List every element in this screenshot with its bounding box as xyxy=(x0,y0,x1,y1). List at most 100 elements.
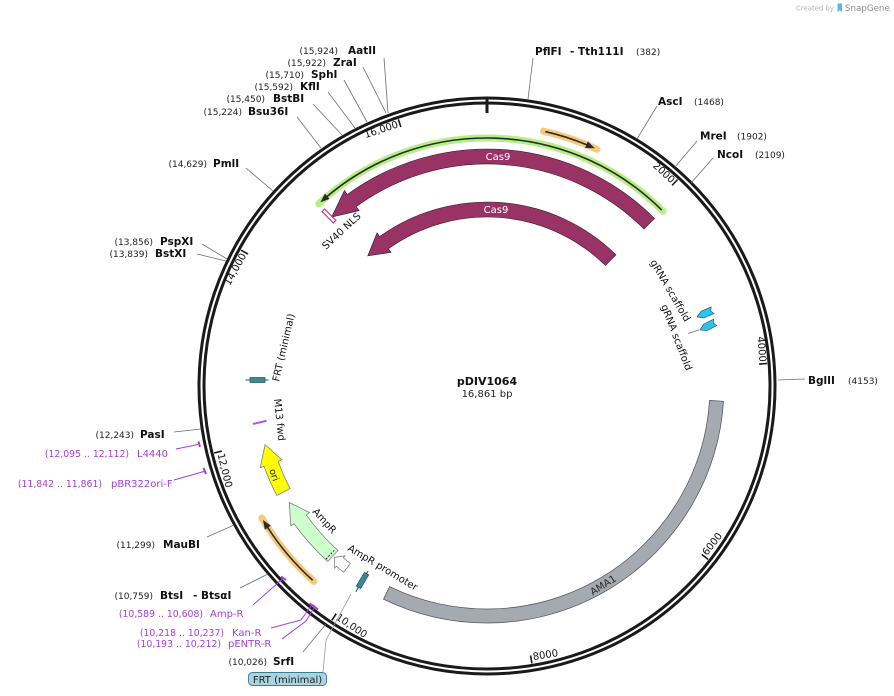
primer-mark[interactable] xyxy=(252,419,267,425)
enzyme-name[interactable]: NcoI xyxy=(717,149,743,161)
leader-line xyxy=(270,605,312,629)
snapgene-logo-icon xyxy=(837,3,842,12)
enzyme-name[interactable]: KflI xyxy=(300,81,320,93)
primer-pbr322ori-f[interactable]: (11,842 .. 11,861) pBR322ori-F xyxy=(18,467,207,490)
feature-arrow[interactable] xyxy=(259,443,291,496)
primer-name[interactable]: Kan-R xyxy=(232,628,261,639)
enzyme-btsi-btsai[interactable]: (10,759) BtsI - BtsαI xyxy=(114,573,269,602)
watermark-brand: SnapGene xyxy=(845,4,890,14)
enzyme-name[interactable]: BtsI xyxy=(160,590,183,602)
enzyme-pmli[interactable]: (14,629) PmlI xyxy=(168,158,274,192)
feature-frt-minimal-2[interactable]: FRT (minimal) xyxy=(248,570,371,686)
enzyme-position: (2109) xyxy=(755,151,785,161)
feature-arrow[interactable] xyxy=(288,501,339,563)
enzyme-asci[interactable]: AscI (1468) xyxy=(636,96,724,140)
leader-line xyxy=(252,578,284,606)
enzyme-name[interactable]: PasI xyxy=(140,429,165,441)
enzyme-mrei[interactable]: MreI (1902) xyxy=(674,131,767,168)
tick-label-4000: 4000 xyxy=(754,336,767,362)
leader-line xyxy=(206,524,235,538)
primer-name[interactable]: L4440 xyxy=(137,449,168,460)
tick-4000 xyxy=(759,362,768,365)
enzyme-name[interactable]: PspXI xyxy=(160,236,193,248)
feature-label: ori xyxy=(266,467,281,482)
primer-l4440[interactable]: (12,095 .. 12,112) L4440 xyxy=(45,441,201,461)
leader-line xyxy=(173,471,205,481)
primer-mark[interactable] xyxy=(280,575,287,581)
primer-mark[interactable] xyxy=(312,604,319,611)
primer-mark[interactable] xyxy=(197,441,201,448)
enzyme-ncoi[interactable]: NcoI (2109) xyxy=(690,149,785,184)
enzyme-name[interactable]: PmlI xyxy=(213,158,239,170)
enzyme-name[interactable]: MreI xyxy=(700,131,727,143)
enzyme-bsu36i[interactable]: (15,224) Bsu36I xyxy=(203,106,322,149)
enzyme-name[interactable]: ZraI xyxy=(333,57,357,69)
enzyme-name[interactable]: AscI xyxy=(658,96,683,108)
tick-2000 xyxy=(671,178,679,186)
primer-m13-fwd[interactable]: M13 fwd xyxy=(252,398,286,441)
enzyme-name-2[interactable]: - BtsαI xyxy=(193,590,231,602)
enzyme-maubi[interactable]: (11,299) MauBI xyxy=(116,524,235,551)
orf-orange-top[interactable] xyxy=(539,127,601,153)
enzyme-pspxi[interactable]: (13,856) PspXI xyxy=(114,236,228,260)
feature-sv40-nls[interactable]: SV40 NLS xyxy=(321,208,364,252)
enzyme-position: (1468) xyxy=(694,98,724,108)
grna-arrow-icon[interactable] xyxy=(696,306,715,320)
enzyme-kfli[interactable]: (15,592) KflI xyxy=(254,81,356,129)
enzyme-name[interactable]: BstBI xyxy=(273,93,304,105)
primer-name[interactable]: M13 fwd xyxy=(271,398,286,441)
enzyme-sphi[interactable]: (15,710) SphI xyxy=(265,69,368,123)
enzyme-name[interactable]: AatII xyxy=(348,45,376,57)
feature-cas9-inner[interactable]: Cas9 xyxy=(367,201,617,266)
primer-name[interactable]: pENTR-R xyxy=(228,639,271,650)
primer-name[interactable]: Amp-R xyxy=(210,609,244,620)
enzyme-bstbi[interactable]: (15,450) BstBI xyxy=(226,93,343,136)
orf-green[interactable] xyxy=(315,134,667,215)
tick-label-14000: 14,000 xyxy=(223,252,250,288)
enzyme-name-2[interactable]: - Tth111I xyxy=(570,46,624,58)
enzyme-position: (15,592) xyxy=(254,83,293,93)
feature-grna-scaffold-1[interactable]: gRNA scaffold xyxy=(647,258,715,324)
feature-ampr-promoter[interactable]: AmpR promoter xyxy=(333,543,420,594)
grna-arrow-icon[interactable] xyxy=(698,318,718,333)
primer-name[interactable]: pBR322ori-F xyxy=(111,479,173,490)
feature-ori[interactable]: ori xyxy=(259,443,291,496)
enzyme-bstxi[interactable]: (13,839) BstXI xyxy=(109,248,227,262)
enzyme-bglii[interactable]: BglII (4153) xyxy=(777,375,878,387)
feature-frt-minimal-1[interactable]: FRT (minimal) xyxy=(245,313,298,383)
enzyme-name[interactable]: SphI xyxy=(311,69,337,81)
feature-arrow[interactable] xyxy=(331,148,656,230)
primer-pentr-r[interactable]: (10,193 .. 10,212) pENTR-R xyxy=(137,604,319,651)
enzyme-zrai[interactable]: (15,922) ZraI xyxy=(287,57,387,114)
feature-arrow[interactable] xyxy=(333,555,351,573)
leader-line xyxy=(322,593,352,673)
feature-ampr[interactable]: AmpR xyxy=(288,501,339,563)
enzyme-name[interactable]: BglII xyxy=(808,375,835,387)
sv40-nls-mark[interactable] xyxy=(321,208,337,224)
primer-mark[interactable] xyxy=(202,467,207,475)
enzyme-position: (11,299) xyxy=(116,541,155,551)
enzyme-name[interactable]: Bsu36I xyxy=(248,106,288,118)
feature-ama1[interactable]: AMA1 xyxy=(383,400,724,624)
enzyme-name[interactable]: BstXI xyxy=(155,248,186,260)
enzyme-name[interactable]: SrfI xyxy=(273,656,294,668)
leader-line xyxy=(312,103,343,136)
frt-label-box[interactable] xyxy=(248,672,327,686)
frt-mark[interactable] xyxy=(249,377,266,383)
feature-arrow[interactable] xyxy=(367,201,617,266)
feature-bar[interactable] xyxy=(383,400,724,624)
enzyme-pflfi-tth111i[interactable]: PflFI - Tth111I (382) xyxy=(527,46,660,100)
orf-orange-bottom[interactable] xyxy=(258,514,318,585)
enzyme-pasi[interactable]: (12,243) PasI xyxy=(95,428,202,441)
primer-amp-r[interactable]: (10,589 .. 10,608) Amp-R xyxy=(119,575,287,621)
enzyme-aatii[interactable]: (15,924) AatII xyxy=(299,45,389,114)
enzyme-position: (10,759) xyxy=(114,592,153,602)
enzyme-position: (13,856) xyxy=(114,238,153,248)
feature-cas9-outer[interactable]: Cas9 xyxy=(331,148,656,230)
enzyme-name[interactable]: PflFI xyxy=(535,46,562,58)
enzyme-name[interactable]: MauBI xyxy=(163,539,200,551)
frt-mark[interactable] xyxy=(355,571,370,590)
leader-line xyxy=(302,623,327,653)
enzyme-srfi[interactable]: (10,026) SrfI xyxy=(228,623,327,668)
